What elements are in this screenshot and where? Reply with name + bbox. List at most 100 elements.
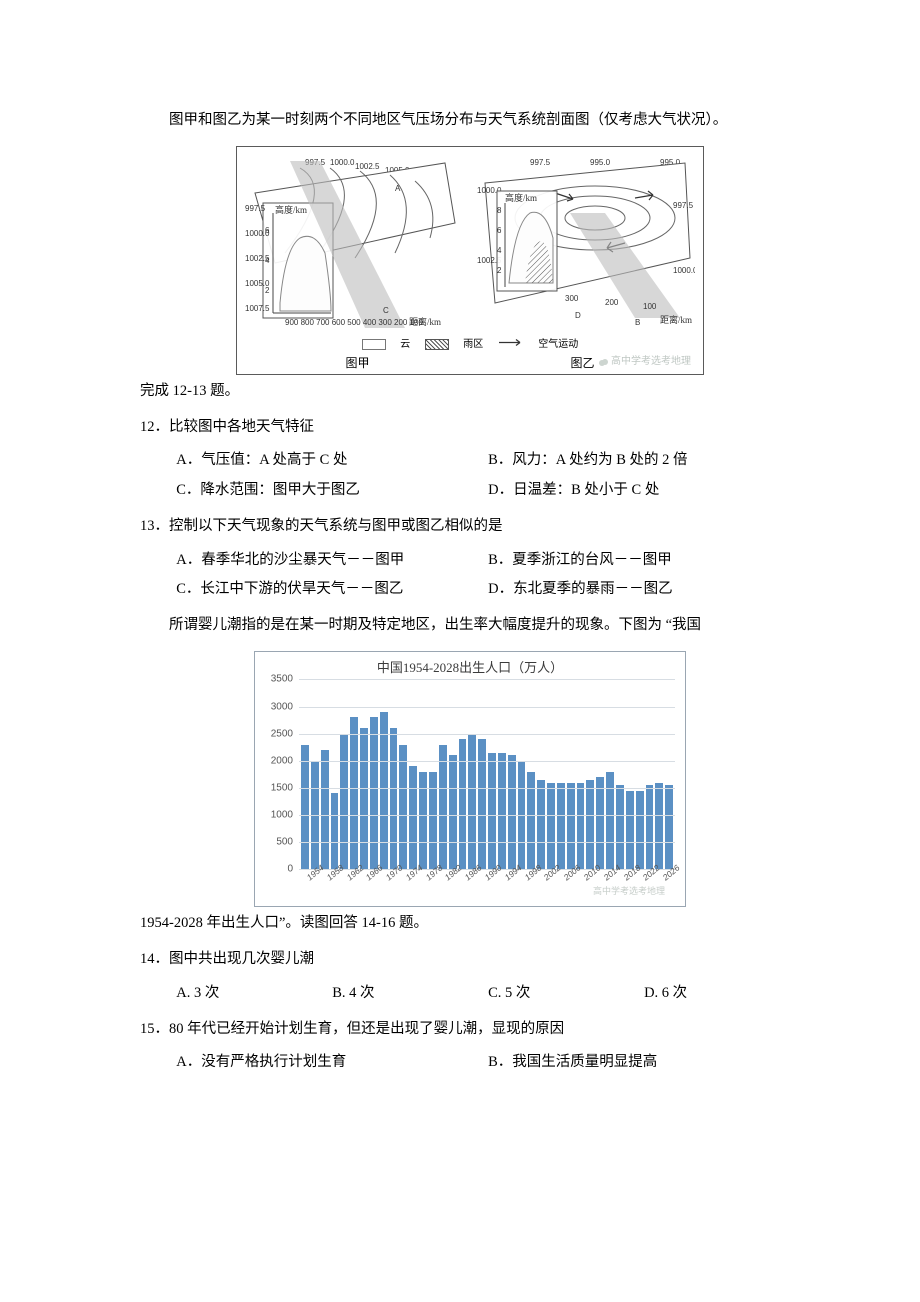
- bar: [626, 791, 634, 870]
- bar: [508, 755, 516, 869]
- q14-opt-d: D. 6 次: [644, 983, 800, 1005]
- svg-text:8: 8: [497, 206, 502, 215]
- bar: [321, 750, 329, 869]
- y-tick-label: 1500: [259, 781, 293, 796]
- q15-opt-a: A．没有严格执行计划生育: [176, 1052, 488, 1074]
- y-tick-label: 3500: [259, 672, 293, 687]
- q12-stem: 12．比较图中各地天气特征: [140, 417, 800, 439]
- figure-bar-chart: 中国1954-2028出生人口（万人） 05001000150020002500…: [140, 651, 800, 908]
- bar: [459, 739, 467, 869]
- svg-text:1000.0: 1000.0: [245, 229, 270, 238]
- bar: [498, 753, 506, 870]
- bar: [665, 785, 673, 869]
- grid-line: [299, 842, 675, 843]
- bar: [419, 772, 427, 870]
- svg-text:995.0: 995.0: [590, 158, 611, 167]
- figure-pressure-diagram: 997.5 1000.0 1002.5 1005.0 1007.5 A: [140, 146, 800, 375]
- bar: [468, 734, 476, 870]
- svg-text:B: B: [635, 318, 640, 327]
- svg-text:1005.0: 1005.0: [245, 279, 270, 288]
- bar: [646, 785, 654, 869]
- grid-line: [299, 734, 675, 735]
- svg-text:200: 200: [605, 298, 619, 307]
- chart-title: 中国1954-2028出生人口（万人）: [255, 652, 685, 680]
- svg-text:C: C: [383, 306, 389, 315]
- grid-line: [299, 679, 675, 680]
- legend: 云 雨区 空气运动: [245, 337, 695, 352]
- svg-text:高度/km: 高度/km: [505, 192, 537, 203]
- legend-cloud-label: 云: [400, 339, 410, 350]
- q13-opt-b: B．夏季浙江的台风－－图甲: [488, 550, 800, 572]
- svg-text:1007.5: 1007.5: [245, 304, 270, 313]
- grid-line: [299, 788, 675, 789]
- q13-opt-d: D．东北夏季的暴雨－－图乙: [488, 579, 800, 601]
- bar: [636, 791, 644, 870]
- bar: [370, 717, 378, 869]
- svg-text:1000.0: 1000.0: [673, 266, 695, 275]
- svg-text:100: 100: [643, 302, 657, 311]
- bar: [557, 783, 565, 870]
- chart-frame: 中国1954-2028出生人口（万人） 05001000150020002500…: [254, 651, 686, 908]
- cloud-swatch-icon: [362, 339, 386, 350]
- bar: [380, 712, 388, 869]
- bar: [596, 777, 604, 869]
- svg-text:6: 6: [497, 226, 502, 235]
- diagram-frame: 997.5 1000.0 1002.5 1005.0 1007.5 A: [236, 146, 704, 375]
- y-tick-label: 3000: [259, 699, 293, 714]
- y-tick-label: 2000: [259, 753, 293, 768]
- y-tick-label: 500: [259, 835, 293, 850]
- q15-stem: 15．80 年代已经开始计划生育，但还是出现了婴儿潮，显现的原因: [140, 1019, 800, 1041]
- bar: [567, 783, 575, 870]
- legend-rain-label: 雨区: [463, 339, 483, 350]
- y-tick-label: 0: [259, 862, 293, 877]
- intro-2b: 1954-2028 年出生人口”。读图回答 14-16 题。: [140, 913, 800, 935]
- chart-x-axis: 高中学考选考地理 1954195819621966197019741978198…: [299, 870, 675, 900]
- y-tick-label: 1000: [259, 808, 293, 823]
- bar: [399, 745, 407, 870]
- bar: [577, 783, 585, 870]
- bar: [478, 739, 486, 869]
- q12-opt-c: C．降水范围：图甲大于图乙: [176, 480, 488, 502]
- q14-options: A. 3 次 B. 4 次 C. 5 次 D. 6 次: [176, 983, 800, 1005]
- q12-options: A．气压值：A 处高于 C 处 B．风力：A 处约为 B 处的 2 倍 C．降水…: [176, 450, 800, 502]
- exam-page: 图甲和图乙为某一时刻两个不同地区气压场分布与天气系统剖面图（仅考虑大气状况）。 …: [0, 0, 920, 1148]
- bar: [301, 745, 309, 870]
- q14-opt-c: C. 5 次: [488, 983, 644, 1005]
- bar: [655, 783, 663, 870]
- q15-options: A．没有严格执行计划生育 B．我国生活质量明显提高: [176, 1052, 800, 1074]
- bar: [409, 766, 417, 869]
- svg-text:997.5: 997.5: [245, 204, 266, 213]
- svg-text:1000.0: 1000.0: [330, 158, 355, 167]
- bar: [449, 755, 457, 869]
- svg-text:1002.5: 1002.5: [245, 254, 270, 263]
- svg-text:997.5: 997.5: [530, 158, 551, 167]
- watermark-1: 高中学考选考地理: [597, 354, 692, 369]
- svg-text:距离/km: 距离/km: [409, 316, 441, 327]
- caption-row: 图甲 图乙 高中学考选考地理: [245, 354, 695, 372]
- bar: [360, 728, 368, 869]
- q14-opt-a: A. 3 次: [176, 983, 332, 1005]
- arrow-icon: [498, 339, 527, 350]
- bar: [606, 772, 614, 870]
- svg-text:4: 4: [497, 246, 502, 255]
- bar: [527, 772, 535, 870]
- bar: [390, 728, 398, 869]
- svg-text:距离/km: 距离/km: [660, 314, 692, 325]
- svg-text:997.5: 997.5: [673, 201, 694, 210]
- q12-opt-d: D．日温差：B 处小于 C 处: [488, 480, 800, 502]
- panel-yi: 997.5 995.0 995.0 1000.0 1002.5: [475, 153, 695, 333]
- intro-1b: 完成 12-13 题。: [140, 381, 800, 403]
- chart-plot-area: 0500100015002000250030003500: [299, 679, 675, 870]
- svg-text:A: A: [395, 184, 401, 193]
- bar: [488, 753, 496, 870]
- rain-swatch-icon: [425, 339, 449, 350]
- bar: [439, 745, 447, 870]
- svg-text:高度/km: 高度/km: [275, 204, 307, 215]
- q13-stem: 13．控制以下天气现象的天气系统与图甲或图乙相似的是: [140, 516, 800, 538]
- svg-text:2: 2: [497, 266, 502, 275]
- q14-stem: 14．图中共出现几次婴儿潮: [140, 949, 800, 971]
- grid-line: [299, 761, 675, 762]
- panel-jia: 997.5 1000.0 1002.5 1005.0 1007.5 A: [245, 153, 465, 333]
- watermark-2: 高中学考选考地理: [593, 885, 665, 899]
- bar: [350, 717, 358, 869]
